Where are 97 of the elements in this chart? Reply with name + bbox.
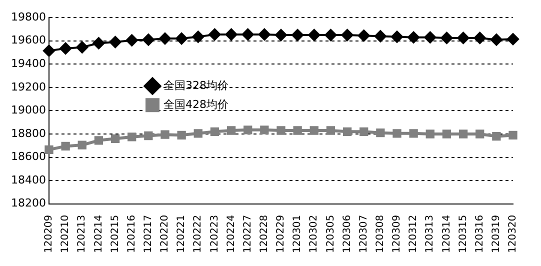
point [358,30,370,42]
point [210,127,220,136]
x-tick-label: 120210 [60,214,72,254]
y-tick-label: 18600 [10,150,46,164]
x-tick-label: 120221 [176,214,188,254]
x-tick-label: 120312 [408,214,420,254]
x-tick-label: 120223 [209,214,220,254]
x-tick-label: 120217 [143,214,154,254]
x-tick-label: 120228 [259,214,270,254]
x-tick-label: 120220 [160,214,171,254]
point [342,127,352,136]
point [474,32,486,44]
point [458,130,468,138]
point [176,32,188,45]
point [160,130,170,139]
point [61,142,70,151]
point [42,44,55,57]
y-tick-label: 18800 [10,126,46,140]
point [374,30,386,42]
x-tick-label: 120314 [441,214,452,254]
point [110,134,120,143]
point [242,28,254,40]
point [476,130,484,138]
point [225,28,238,40]
point [94,136,104,145]
x-tick-label: 120302 [308,214,320,254]
point [244,126,252,134]
point [426,130,434,138]
y-tick-label: 19400 [10,57,46,70]
x-tick-label: 120319 [491,214,502,254]
point [276,126,286,135]
point [292,29,304,42]
point [142,34,154,46]
x-tick-label: 120229 [276,214,287,254]
point [260,126,269,134]
y-tick-label: 19600 [10,34,46,47]
x-tick-label: 120313 [424,214,436,254]
x-tick-label: 120214 [93,214,104,254]
point [109,36,122,48]
point [324,29,337,42]
point [192,30,204,43]
x-tick-label: 120224 [226,214,237,254]
point [440,32,453,44]
point [508,130,518,140]
point [274,29,287,42]
x-tick-label: 120216 [126,214,138,254]
y-tick-label: 19200 [10,80,46,94]
x-tick-label: 120315 [458,214,469,254]
point [326,126,336,135]
point [258,28,270,40]
point [60,42,72,54]
point [293,126,302,135]
point [392,129,402,138]
x-tick-label: 120316 [474,214,486,254]
y-tick-label: 18200 [10,196,46,210]
x-tick-label: 120309 [392,214,403,254]
point [76,41,88,54]
point [128,132,136,142]
x-tick-label: 120301 [292,214,304,254]
y-tick-label: 18400 [10,173,46,186]
point [177,130,186,140]
x-tick-label: 120308 [375,214,386,254]
point [424,31,436,44]
point [310,126,318,135]
point [158,32,171,45]
point [490,34,502,46]
point [391,30,403,43]
point [442,130,452,138]
x-tick-label: 120215 [110,214,121,254]
x-tick-label: 120227 [242,214,254,254]
point [408,31,420,44]
x-tick-label: 120209 [44,214,55,254]
point [78,140,86,150]
x-tick-label: 120306 [342,214,353,254]
point [126,34,138,46]
point [144,131,153,140]
x-tick-label: 120305 [325,214,336,254]
point [341,29,354,42]
x-tick-label: 120307 [358,214,370,254]
legend-label: 全国428均价 [163,98,228,111]
point [194,129,202,138]
point [360,127,368,136]
x-tick-label: 120213 [76,214,88,254]
point [208,28,221,40]
y-tick-label: 19800 [10,10,46,24]
point [492,132,501,141]
point [409,129,418,138]
x-tick-label: 120320 [508,214,519,254]
point [507,33,519,46]
point [376,128,385,138]
point [92,37,105,50]
x-tick-label: 120222 [192,214,204,254]
point [44,145,54,154]
point [308,29,320,42]
point [226,126,236,135]
y-tick-label: 19000 [10,104,46,117]
point [457,32,470,44]
